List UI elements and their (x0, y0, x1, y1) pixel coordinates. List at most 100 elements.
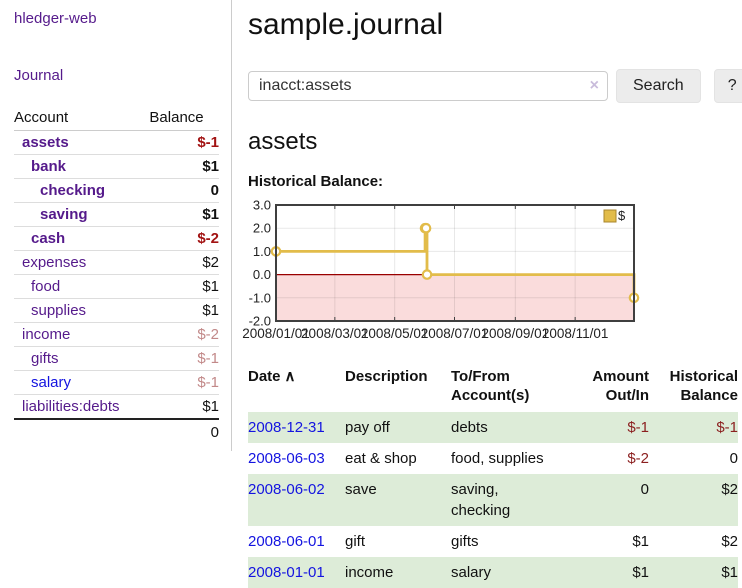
register-row: 2008-06-02 save saving, checking 0 $2 (248, 474, 738, 526)
account-name-cell: bank (14, 154, 150, 179)
account-balance: $2 (149, 250, 219, 275)
page-title: sample.journal (248, 8, 444, 41)
sidebar-account-assets[interactable]: assets (22, 134, 69, 151)
register-balance-cell: $2 (721, 481, 738, 498)
register-date-link[interactable]: 2008-12-31 (248, 419, 325, 436)
account-row: food $1 (14, 274, 219, 299)
account-row: salary $-1 (14, 370, 219, 395)
account-row: cash $-2 (14, 226, 219, 251)
clear-search-icon[interactable]: × (589, 77, 599, 94)
register-accounts-cell: saving, checking (451, 481, 511, 519)
account-balance: $1 (202, 398, 219, 415)
sidebar-account-liabilities-debts[interactable]: liabilities:debts (22, 398, 120, 415)
account-balance: $-1 (149, 346, 219, 371)
register-date-cell: 2008-06-01 (248, 526, 345, 557)
account-name-cell: assets (14, 130, 150, 155)
register-balance-cell: 0 (729, 450, 738, 467)
register-accounts-cell: salary (451, 564, 492, 581)
account-heading: assets (248, 128, 318, 155)
accounts-header-row: Account Balance (14, 106, 219, 131)
register-row: 2008-06-01 gift gifts $1 $2 (248, 526, 738, 557)
main-content: sample.journal × Search ? assets Histori… (232, 0, 742, 588)
sidebar-account-supplies[interactable]: supplies (31, 302, 87, 319)
account-balance: $1 (149, 274, 219, 299)
y-tick-label: 1.0 (253, 244, 271, 259)
account-name-cell: expenses (14, 250, 150, 275)
sidebar-account-cash[interactable]: cash (31, 230, 66, 247)
register-date-link[interactable]: 2008-01-01 (248, 564, 325, 581)
account-row: income $-2 (14, 322, 219, 347)
x-tick-label: 2008/01/01 (242, 326, 310, 341)
account-name-cell: checking (14, 178, 150, 203)
legend-swatch (603, 209, 617, 223)
accounts-total-value: 0 (149, 418, 219, 445)
y-tick-label: -1.0 (249, 290, 271, 305)
register-amount-cell: $1 (632, 564, 649, 581)
sidebar-account-saving[interactable]: saving (40, 206, 88, 223)
legend-label: $ (618, 208, 626, 223)
account-row: checking 0 (14, 178, 219, 203)
register-accounts-cell: gifts (451, 533, 479, 550)
sidebar: hledger-web Journal Account Balance asse… (0, 0, 232, 451)
register-description-cell: save (345, 481, 377, 498)
historical-balance-chart: $3.0 2.0 1.0 0.0 -1.0 -2.02008/01/012008/03/0… (242, 198, 640, 341)
sidebar-account-checking[interactable]: checking (40, 182, 106, 199)
register-header-balance: Historical Balance (669, 368, 738, 404)
help-button[interactable]: ? (713, 69, 742, 103)
chart-point[interactable] (420, 222, 432, 234)
account-balance: $-1 (149, 370, 219, 395)
account-name-cell: salary (14, 370, 150, 395)
y-tick-label: 3.0 (253, 198, 271, 213)
sidebar-account-food[interactable]: food (31, 278, 61, 295)
register-accounts-cell: food, supplies (451, 450, 544, 467)
account-row: gifts $-1 (14, 346, 219, 371)
account-balance: $1 (149, 202, 219, 227)
sidebar-account-gifts[interactable]: gifts (31, 350, 59, 367)
chart-point[interactable] (421, 269, 433, 280)
account-row: bank $1 (14, 154, 219, 179)
register-body: 2008-12-31 pay off debts $-1 $-1 2008-06-03 ea… (248, 412, 738, 588)
register-row: 2008-06-03 eat & shop food, supplies $-2 0 (248, 443, 738, 474)
sidebar-account-salary[interactable]: salary (31, 374, 72, 391)
brand-link[interactable]: hledger-web (14, 10, 97, 27)
register-header-description: Description (345, 368, 428, 385)
search-input[interactable] (248, 71, 608, 101)
search-bar: × Search ? (248, 69, 742, 103)
x-tick-label: 2008/11/01 (542, 326, 609, 341)
chart-title: Historical Balance: (248, 173, 384, 190)
register-date-link[interactable]: 2008-06-01 (248, 533, 325, 550)
register-date-cell: 2008-06-03 (248, 443, 345, 474)
y-tick-label: 0.0 (253, 267, 271, 282)
x-tick-label: 2008/09/01 (482, 326, 550, 341)
register-description-cell: gift (345, 533, 366, 550)
sidebar-account-expenses[interactable]: expenses (22, 254, 87, 271)
y-tick-label: 2.0 (253, 221, 271, 236)
account-name-cell: food (14, 274, 150, 299)
account-balance: $1 (149, 154, 219, 179)
account-row: expenses $2 (14, 250, 219, 275)
register-description-cell: income (345, 564, 394, 581)
register-header-date[interactable]: Date ∧ (248, 363, 345, 412)
register-date-cell: 2008-12-31 (248, 412, 345, 443)
accounts-header-account: Account (14, 106, 150, 131)
accounts-table: Account Balance assets $-1 bank $1 checking 0… (14, 106, 219, 445)
accounts-total-spacer (14, 418, 150, 445)
negative-region (276, 274, 634, 321)
x-tick-label: 2008/07/01 (421, 326, 489, 341)
sidebar-account-bank[interactable]: bank (31, 158, 67, 175)
register-date-link[interactable]: 2008-06-02 (248, 481, 325, 498)
register-balance-cell: $2 (721, 533, 738, 550)
sidebar-item-journal[interactable]: Journal (14, 67, 64, 84)
account-balance: $-1 (149, 130, 219, 155)
register-amount-cell: 0 (640, 481, 649, 498)
search-input-wrap: × (248, 71, 608, 101)
y-tick-label: -2.0 (249, 314, 271, 329)
account-name-cell: cash (14, 226, 150, 251)
register-date-link[interactable]: 2008-06-03 (248, 450, 325, 467)
accounts-total-row: 0 (14, 418, 219, 445)
register-balance-cell: $-1 (716, 419, 738, 436)
account-row: supplies $1 (14, 298, 219, 323)
search-button[interactable]: Search (616, 69, 701, 103)
sidebar-account-income[interactable]: income (22, 326, 71, 343)
